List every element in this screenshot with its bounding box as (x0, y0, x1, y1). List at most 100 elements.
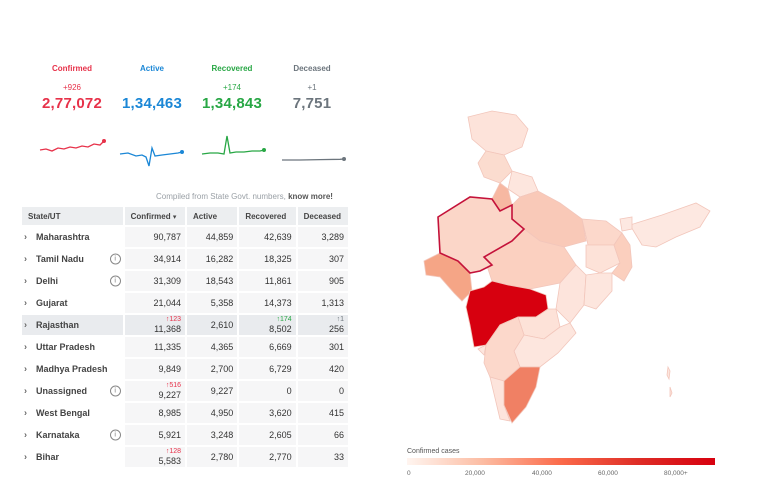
table-row[interactable]: › Madhya Pradesh 9,849 2,700 6,729 420 (22, 359, 348, 379)
map-state-west-bengal[interactable] (611, 232, 633, 282)
chevron-right-icon[interactable]: › (24, 319, 27, 330)
stat-active-delta (110, 83, 194, 93)
info-icon[interactable]: i (109, 275, 121, 287)
state-name-cell[interactable]: › Karnataka i (22, 425, 123, 445)
table-row[interactable]: › Unassigned i ↑516 9,227 9,227 0 0 (22, 381, 348, 401)
deceased-value: 0 (338, 386, 344, 396)
active-cell: 16,282 (187, 249, 238, 269)
table-row[interactable]: › Maharashtra 90,787 44,859 42,639 3,289 (22, 227, 348, 247)
table-row[interactable]: › Rajasthan ↑123 11,368 2,610 ↑174 8,502 ↑1 256 (22, 315, 348, 335)
stat-recovered-value: 1,34,843 (202, 95, 262, 112)
stat-confirmed[interactable]: Confirmed +926 2,77,072 (30, 64, 114, 112)
map-state-jharkhand[interactable] (585, 244, 621, 274)
active-cell: 2,700 (187, 359, 238, 379)
map-state-odisha[interactable] (583, 272, 613, 310)
map-state-sikkim[interactable] (619, 216, 633, 232)
stat-confirmed-value: 2,77,072 (42, 95, 102, 112)
table-row[interactable]: › Uttar Pradesh 11,335 4,365 6,669 301 (22, 337, 348, 357)
chevron-right-icon[interactable]: › (24, 341, 27, 352)
stat-confirmed-delta: +926 (62, 83, 82, 92)
chevron-right-icon[interactable]: › (24, 231, 27, 242)
chevron-right-icon[interactable]: › (24, 451, 27, 462)
recovered-value: 6,669 (269, 342, 292, 352)
chevron-right-icon[interactable]: › (24, 385, 27, 396)
info-icon[interactable]: i (109, 385, 121, 397)
active-cell: 2,610 (187, 315, 238, 335)
map-state-karnataka[interactable] (483, 316, 525, 382)
header-recovered[interactable]: Recovered (239, 207, 296, 225)
sort-down-icon: ▾ (172, 213, 177, 221)
deceased-cell: 905 (297, 271, 348, 291)
stat-recovered[interactable]: Recovered +174 1,34,843 (190, 64, 274, 112)
table-row[interactable]: › Karnataka i 5,921 3,248 2,605 66 (22, 425, 348, 445)
state-name-cell[interactable]: › Tamil Nadu i (22, 249, 123, 269)
map-state-bihar[interactable] (581, 218, 623, 246)
active-cell: 9,227 (187, 381, 238, 401)
deceased-value: 3,289 (321, 232, 344, 242)
recovered-cell: ↑174 8,502 (239, 315, 296, 335)
state-name-cell[interactable]: › Delhi i (22, 271, 123, 291)
table-row[interactable]: › Tamil Nadu i 34,914 16,282 18,325 307 (22, 249, 348, 269)
info-icon[interactable]: i (109, 253, 121, 265)
map-state-himachal-punjab[interactable] (477, 150, 513, 184)
table-row[interactable]: › Delhi i 31,309 18,543 11,861 905 (22, 271, 348, 291)
map-state-kerala[interactable] (489, 376, 511, 422)
header-state[interactable]: State/UT (22, 207, 123, 225)
chevron-right-icon[interactable]: › (24, 275, 27, 286)
legend-gradient-bar (407, 458, 715, 465)
chevron-right-icon[interactable]: › (24, 429, 27, 440)
state-name: Madhya Pradesh (36, 364, 108, 374)
state-name-cell[interactable]: › Madhya Pradesh (22, 359, 123, 379)
confirmed-delta: ↑516 (165, 382, 181, 389)
map-state-goa[interactable] (477, 344, 487, 356)
stat-deceased[interactable]: Deceased +1 7,751 (270, 64, 354, 112)
stat-deceased-value: 7,751 (292, 95, 332, 112)
chevron-right-icon[interactable]: › (24, 363, 27, 374)
active-cell: 4,950 (187, 403, 238, 423)
chevron-right-icon[interactable]: › (24, 253, 27, 264)
legend-tick: 60,000 (598, 470, 618, 477)
map-state-northeast[interactable] (629, 202, 711, 248)
sparkline-active (119, 145, 184, 167)
map-andaman-islands-south (669, 386, 673, 398)
confirmed-value: 5,583 (158, 456, 181, 466)
table-row[interactable]: › Gujarat 21,044 5,358 14,373 1,313 (22, 293, 348, 313)
info-icon[interactable]: i (109, 429, 121, 441)
map-state-jammu-kashmir[interactable] (467, 110, 529, 156)
sparkline-deceased (282, 157, 346, 161)
state-name-cell[interactable]: › West Bengal (22, 403, 123, 423)
india-map[interactable] (400, 95, 720, 440)
state-name-cell[interactable]: › Maharashtra (22, 227, 123, 247)
recovered-cell: 6,669 (239, 337, 296, 357)
active-cell: 18,543 (187, 271, 238, 291)
confirmed-value: 11,368 (154, 324, 181, 334)
deceased-value: 1,313 (321, 298, 344, 308)
header-active[interactable]: Active (187, 207, 238, 225)
chevron-right-icon[interactable]: › (24, 407, 27, 418)
state-name-cell[interactable]: › Uttar Pradesh (22, 337, 123, 357)
deceased-delta: ↑1 (336, 316, 344, 323)
active-value: 16,282 (205, 254, 234, 264)
recovered-cell: 3,620 (239, 403, 296, 423)
stat-active[interactable]: Active 1,34,463 (110, 64, 194, 112)
state-name-cell[interactable]: › Bihar (22, 447, 123, 467)
header-confirmed[interactable]: Confirmed ▾ (124, 207, 185, 225)
table-row[interactable]: › Bihar ↑128 5,583 2,780 2,770 33 (22, 447, 348, 467)
header-deceased[interactable]: Deceased (297, 207, 348, 225)
recovered-cell: 11,861 (239, 271, 296, 291)
states-table: State/UT Confirmed ▾ Active Recovered De… (20, 205, 350, 469)
map-state-tamil-nadu[interactable] (503, 366, 541, 424)
chevron-right-icon[interactable]: › (24, 297, 27, 308)
map-state-rajasthan[interactable] (437, 196, 526, 274)
recovered-value: 8,502 (269, 324, 292, 334)
know-more-link[interactable]: know more! (288, 192, 333, 201)
state-name-cell[interactable]: › Unassigned i (22, 381, 123, 401)
confirmed-value: 11,335 (154, 342, 181, 352)
deceased-cell: 66 (297, 425, 348, 445)
state-name: Tamil Nadu (36, 254, 84, 264)
state-name-cell[interactable]: › Rajasthan (22, 315, 123, 335)
deceased-value: 256 (328, 324, 344, 334)
state-name-cell[interactable]: › Gujarat (22, 293, 123, 313)
recovered-cell: 18,325 (239, 249, 296, 269)
table-row[interactable]: › West Bengal 8,985 4,950 3,620 415 (22, 403, 348, 423)
